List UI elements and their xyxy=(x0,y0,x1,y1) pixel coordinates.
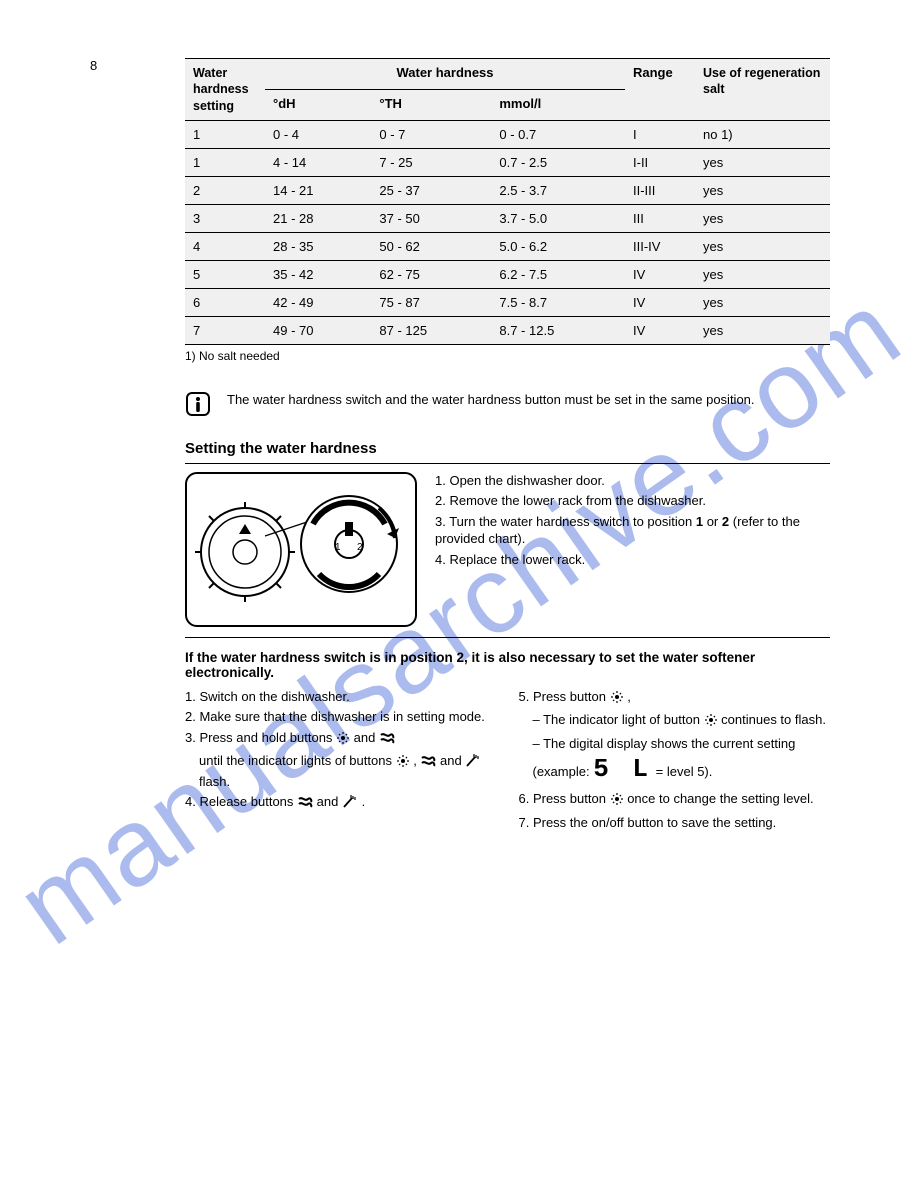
rinse-aid-icon xyxy=(610,792,624,811)
step-4: 4. Replace the lower rack. xyxy=(435,551,830,569)
table-row: 321 - 2837 - 503.7 - 5.0IIIyes xyxy=(185,204,830,232)
page-number: 8 xyxy=(90,58,97,73)
substep-2: 2. Make sure that the dishwasher is in s… xyxy=(185,708,497,726)
subsection-title: If the water hardness switch is in posit… xyxy=(185,650,830,680)
info-text: The water hardness switch and the water … xyxy=(227,391,755,409)
multitab-icon xyxy=(297,795,313,814)
col2-group-header: Water hardness xyxy=(265,59,625,90)
segment-display: 5 L xyxy=(593,754,652,784)
step-2: 2. Remove the lower rack from the dishwa… xyxy=(435,492,830,510)
brush-icon xyxy=(465,754,481,773)
hardness-table: Water hardnesssetting Water hardness Ran… xyxy=(185,58,830,345)
svg-text:2: 2 xyxy=(357,542,363,553)
brush-icon xyxy=(342,795,358,814)
substep-5: 5. Press button , xyxy=(519,688,831,709)
right-column: 5. Press button , – The indicator light … xyxy=(519,688,831,835)
col2a-header: °dH xyxy=(265,89,371,120)
substep-1: 1. Switch on the dishwasher. xyxy=(185,688,497,706)
col2c-header: mmol/l xyxy=(491,89,625,120)
substep-5b: – The digital display shows the current … xyxy=(533,735,831,788)
table-row: 10 - 40 - 70 - 0.7Ino 1) xyxy=(185,120,830,148)
svg-text:1: 1 xyxy=(335,542,341,553)
hardness-dial-figure: 1 2 xyxy=(185,472,417,627)
col2b-header: °TH xyxy=(371,89,491,120)
multitab-icon xyxy=(379,731,395,750)
rinse-aid-icon xyxy=(396,754,410,773)
substep-5a: – The indicator light of button continue… xyxy=(533,711,831,732)
table-row: 14 - 147 - 250.7 - 2.5I-IIyes xyxy=(185,148,830,176)
divider xyxy=(185,637,830,638)
rinse-aid-icon xyxy=(610,690,624,709)
col3a-header: Range xyxy=(625,59,695,121)
step-3: 3. Turn the water hardness switch to pos… xyxy=(435,513,830,548)
table-row: 428 - 3550 - 625.0 - 6.2III-IVyes xyxy=(185,232,830,260)
table-row: 214 - 2125 - 372.5 - 3.7II-IIIyes xyxy=(185,176,830,204)
info-icon xyxy=(185,391,211,422)
rinse-aid-icon xyxy=(336,731,350,750)
col1-header: Water hardnesssetting xyxy=(193,66,249,113)
table-footnote: 1) No salt needed xyxy=(185,349,830,363)
multitab-icon xyxy=(420,754,436,773)
substep-3: 3. Press and hold buttons and xyxy=(185,729,497,750)
setting-steps: 1. Open the dishwasher door. 2. Remove t… xyxy=(435,472,830,627)
left-column: 1. Switch on the dishwasher. 2. Make sur… xyxy=(185,688,497,835)
rinse-aid-icon xyxy=(704,713,718,732)
table-row: 642 - 4975 - 877.5 - 8.7IVyes xyxy=(185,288,830,316)
step-1: 1. Open the dishwasher door. xyxy=(435,472,830,490)
divider xyxy=(185,463,830,464)
table-row: 535 - 4262 - 756.2 - 7.5IVyes xyxy=(185,260,830,288)
substep-4: 4. Release buttons and . xyxy=(185,793,497,814)
substep-7: 7. Press the on/off button to save the s… xyxy=(519,814,831,832)
section-title: Setting the water hardness xyxy=(185,440,830,457)
substep-6: 6. Press button once to change the setti… xyxy=(519,790,831,811)
table-row: 749 - 7087 - 1258.7 - 12.5IVyes xyxy=(185,316,830,344)
col3b-header: Use of regenerationsalt xyxy=(703,66,820,96)
substep-3b: until the indicator lights of buttons , … xyxy=(199,752,497,790)
